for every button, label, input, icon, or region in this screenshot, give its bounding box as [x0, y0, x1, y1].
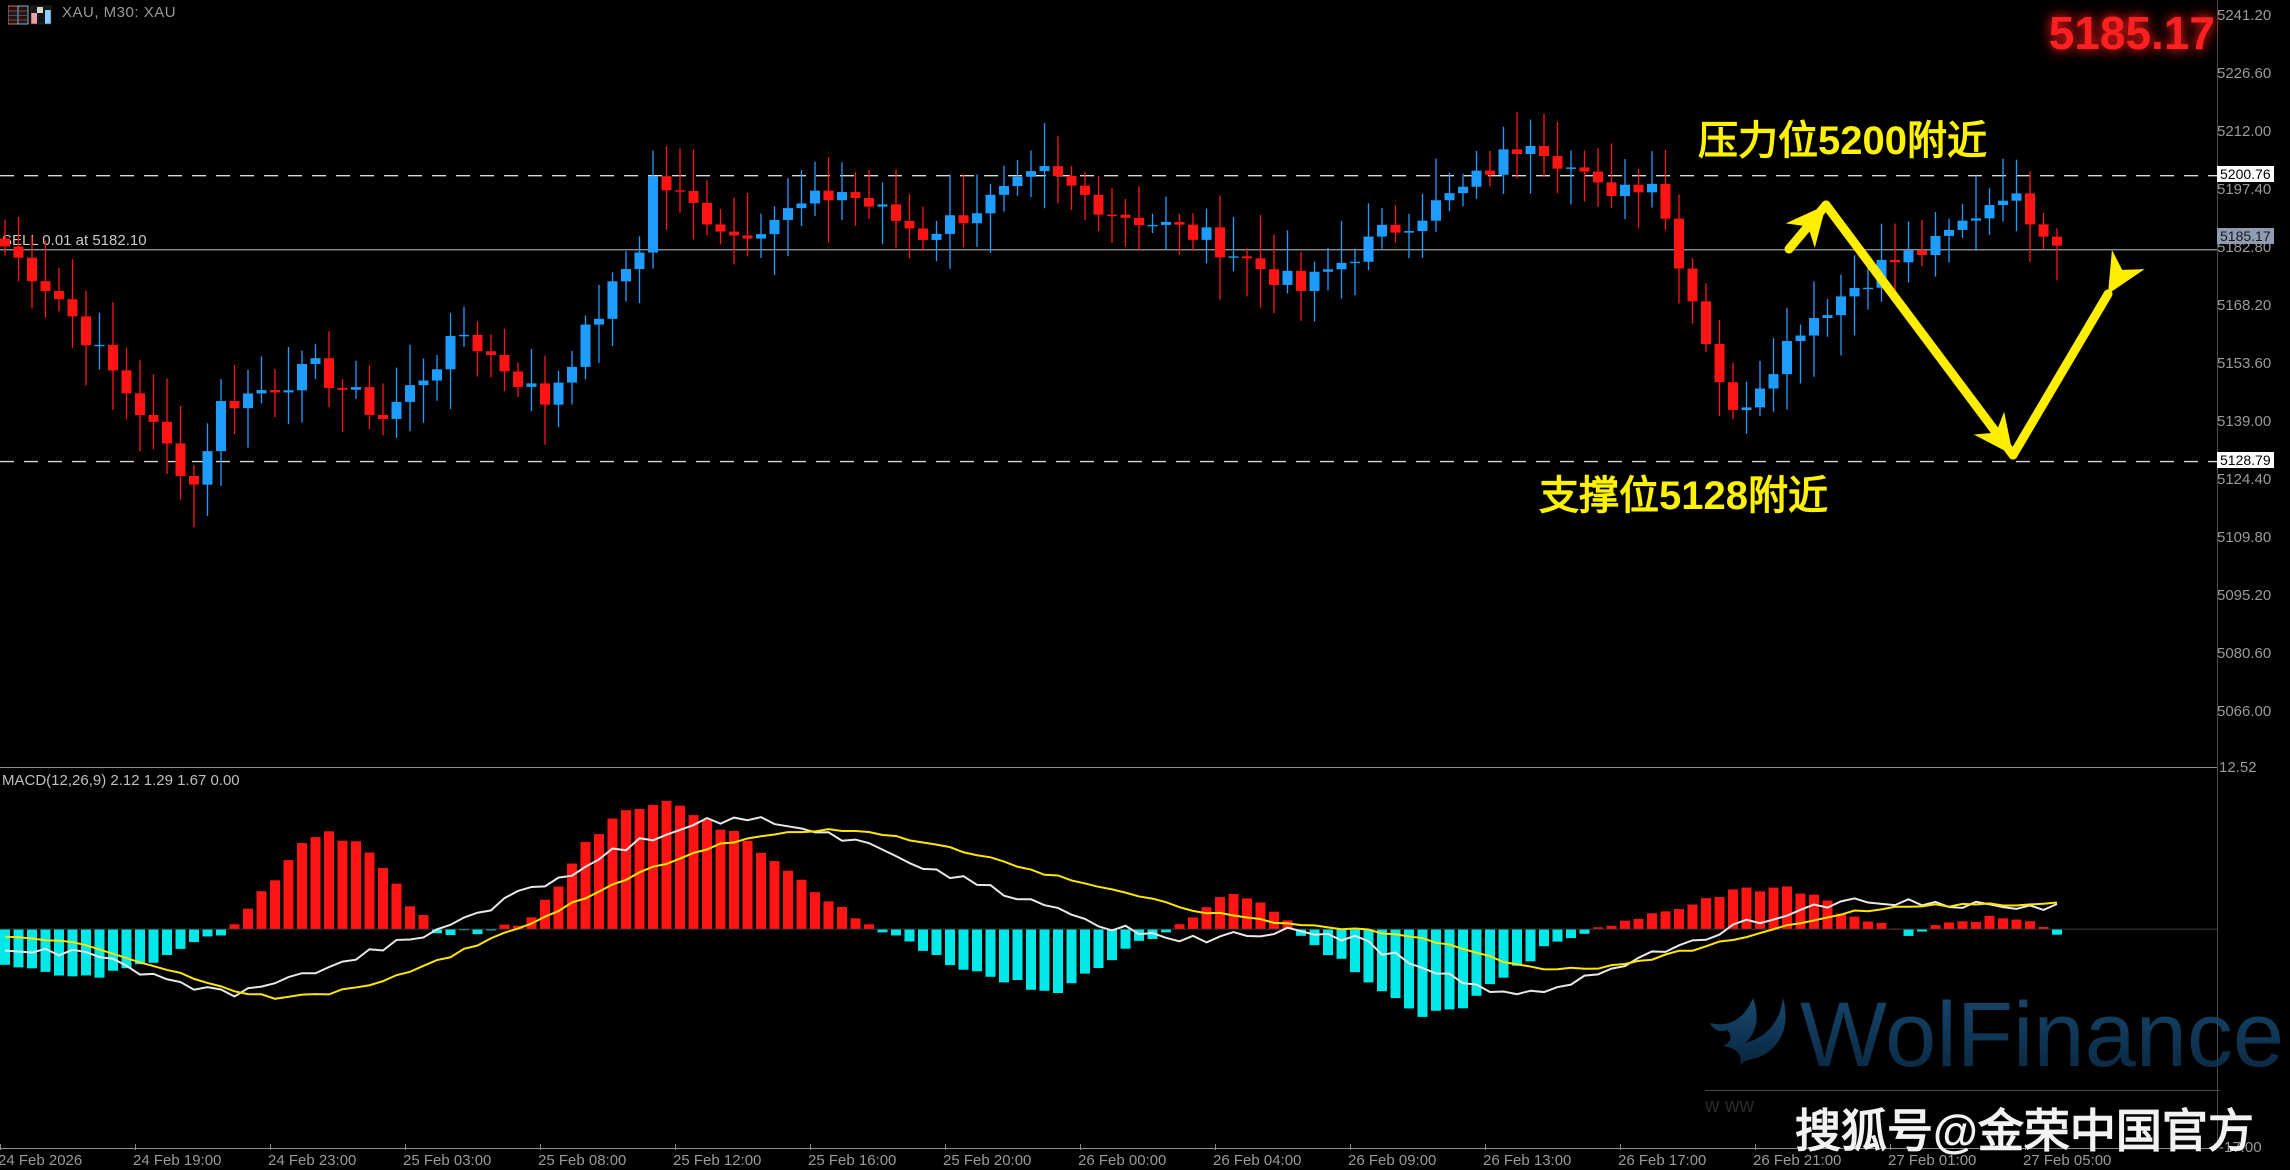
svg-text:SELL 0.01 at 5182.10: SELL 0.01 at 5182.10 [2, 232, 147, 249]
svg-text:WolFinance: WolFinance [1800, 984, 2284, 1086]
